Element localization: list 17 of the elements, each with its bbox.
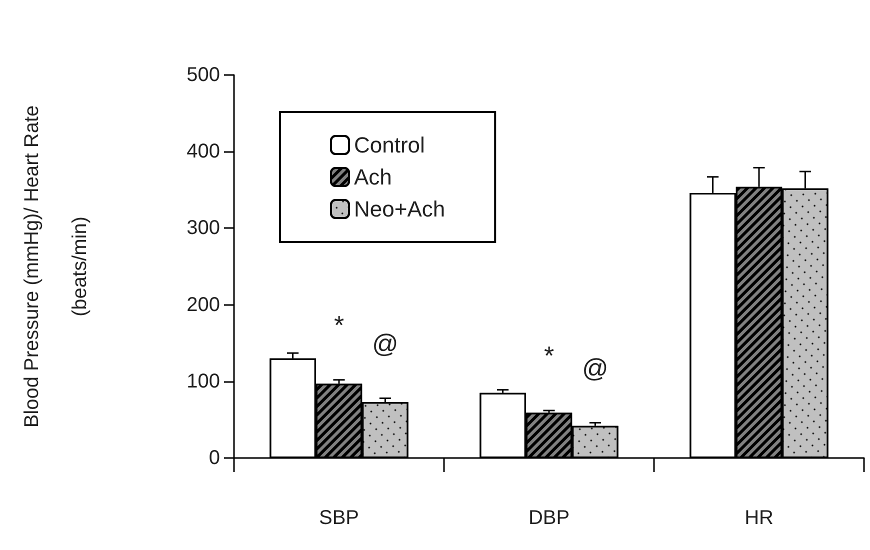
x-tick-label: SBP [318, 507, 360, 529]
y-tick-label: 300 [186, 217, 220, 240]
y-tick-label: 0 [208, 447, 220, 469]
x-tick-label: DBP [528, 507, 570, 529]
text: Blood Pressure (mmHg)/ Heart Rate (beats/min) [21, 105, 91, 428]
legend-label: Control [354, 132, 425, 158]
x-tick-label: HR [744, 507, 774, 529]
y-tick-label: 500 [186, 64, 220, 86]
annotation: * [544, 340, 554, 371]
y-tick-label: 400 [186, 140, 220, 163]
annotation: * [334, 310, 344, 340]
legend-label: Neo+Ach [354, 196, 446, 222]
annotation: @ [582, 352, 608, 383]
annotation: @ [372, 328, 398, 358]
legend-label: Ach [354, 164, 392, 190]
y-tick-label: 200 [186, 294, 220, 316]
y-tick-label: 100 [186, 370, 220, 392]
